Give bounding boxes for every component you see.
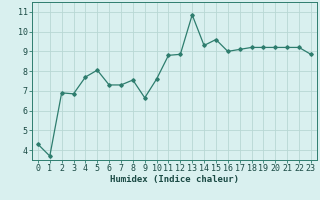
X-axis label: Humidex (Indice chaleur): Humidex (Indice chaleur) xyxy=(110,175,239,184)
